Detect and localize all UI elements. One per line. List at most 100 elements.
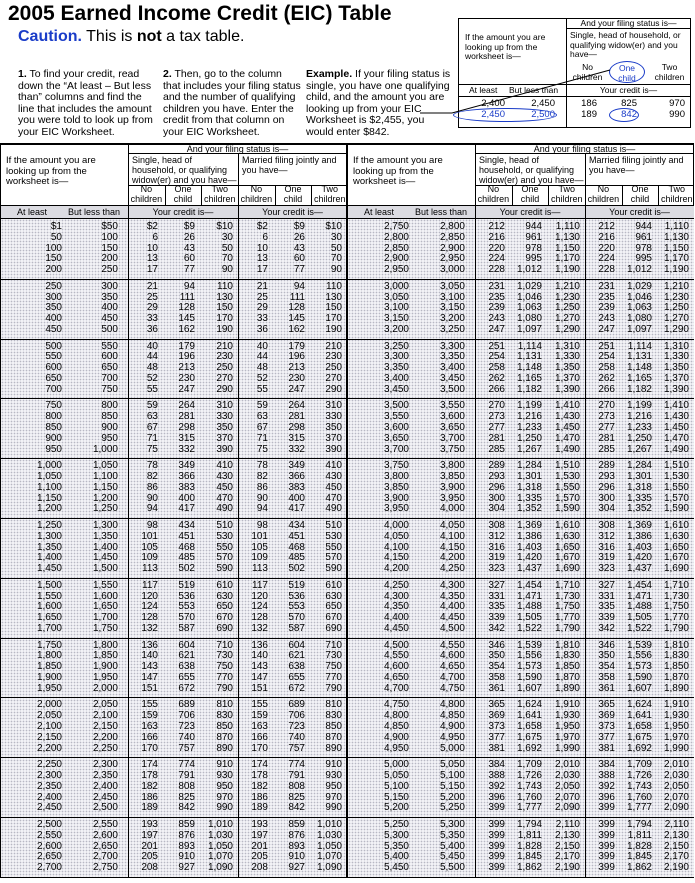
- cell: 1,777: [516, 802, 542, 814]
- cell: 610: [216, 579, 233, 591]
- cell: 247: [178, 383, 195, 395]
- cell: 3,900: [439, 481, 465, 493]
- cell: 2,150: [663, 840, 689, 852]
- cell: 163: [251, 721, 268, 732]
- cell: 1,950: [92, 672, 118, 683]
- cell: 399: [598, 862, 615, 874]
- cell: 1,950: [554, 721, 580, 732]
- cell: 970: [669, 98, 685, 109]
- cell: 1,530: [554, 471, 580, 482]
- column-heading: At least: [16, 207, 47, 217]
- cell: 770: [325, 672, 342, 683]
- cell: 2,000: [36, 699, 62, 711]
- cell: 77: [293, 264, 305, 276]
- cell: 740: [288, 731, 305, 743]
- cell: 300: [45, 291, 62, 303]
- title: 2005 Earned Income Credit (EIC) Table: [8, 2, 392, 25]
- cell: 961: [525, 231, 542, 243]
- cell: 101: [141, 530, 158, 542]
- divider: [347, 757, 694, 759]
- cell: 151: [251, 682, 268, 694]
- cell: 2,950: [383, 264, 409, 276]
- cell: 1,522: [626, 623, 652, 634]
- column-heading: Your credit is—: [609, 207, 670, 217]
- cell: 2,110: [664, 819, 689, 830]
- cell: 342: [488, 623, 505, 634]
- cell: 1,658: [626, 721, 652, 732]
- cell: 17: [256, 264, 268, 276]
- cell: 4,400: [439, 601, 465, 613]
- cell: 2,200: [92, 731, 118, 743]
- cell: 128: [141, 612, 158, 624]
- cell: 1,828: [516, 840, 542, 852]
- cell: 1,190: [663, 264, 689, 276]
- divider: [475, 185, 694, 186]
- cell: 2,350: [92, 770, 118, 781]
- cell: 825: [288, 791, 305, 803]
- cell: 1,658: [516, 721, 542, 732]
- cell: 124: [141, 601, 158, 613]
- cell: 1,670: [663, 552, 689, 564]
- cell: 71: [256, 432, 268, 444]
- cell: 5,350: [383, 840, 409, 852]
- cell: 1,862: [626, 862, 652, 874]
- cell: 369: [598, 710, 615, 722]
- divider: [238, 153, 239, 877]
- cell: 332: [178, 443, 195, 455]
- cell: 470: [216, 492, 233, 504]
- cell: 70: [330, 253, 342, 265]
- cell: 1,000: [92, 443, 118, 455]
- cell: 350: [488, 650, 505, 662]
- cell: 1,505: [626, 612, 652, 624]
- cell: 1,610: [554, 520, 580, 531]
- cell: 450: [101, 313, 118, 325]
- cell: 400: [45, 313, 62, 325]
- cell: 1,810: [663, 639, 689, 651]
- column-heading: One child: [283, 184, 303, 204]
- cell: 825: [621, 98, 637, 109]
- cell: 10: [146, 242, 158, 254]
- cell: 1,550: [92, 579, 118, 591]
- cell: 4,500: [439, 623, 465, 634]
- cell: 550: [45, 351, 62, 363]
- cell: 1,870: [663, 672, 689, 683]
- cell: 1,760: [626, 791, 652, 803]
- cell: 1,630: [554, 530, 580, 542]
- column-heading: No children: [130, 184, 163, 204]
- cell: 285: [488, 443, 505, 455]
- cell: 1,250: [36, 520, 62, 531]
- cell: 950: [101, 432, 118, 444]
- cell: 485: [178, 552, 195, 564]
- cell: 293: [488, 471, 505, 482]
- cell: 1,050: [207, 840, 233, 852]
- cell: 774: [178, 759, 195, 771]
- cell: 1,539: [516, 639, 542, 651]
- cell: 430: [216, 471, 233, 482]
- cell: 1,850: [36, 661, 62, 673]
- cell: 170: [216, 313, 233, 325]
- cell: 927: [288, 862, 305, 874]
- cell: 1,080: [516, 313, 542, 325]
- cell: 1,233: [626, 422, 652, 433]
- cell: 300: [488, 492, 505, 504]
- cell: 740: [178, 731, 195, 743]
- cell: 1,550: [554, 481, 580, 493]
- cell: 369: [488, 710, 505, 722]
- cell: 4,150: [383, 552, 409, 564]
- cell: 1,750: [92, 623, 118, 634]
- cell: 128: [251, 612, 268, 624]
- cell: 4,100: [439, 530, 465, 542]
- cell: 247: [598, 324, 615, 335]
- cell: 94: [183, 280, 195, 292]
- cell: 810: [216, 699, 233, 711]
- cell: 346: [598, 639, 615, 651]
- cell: 3,700: [383, 443, 409, 455]
- cell: 1,350: [92, 530, 118, 542]
- cell: $50: [101, 221, 118, 232]
- cell: 810: [325, 699, 342, 711]
- cell: 1,097: [516, 324, 542, 335]
- cell: 670: [216, 612, 233, 624]
- cell: 250: [101, 264, 118, 276]
- cell: 930: [325, 770, 342, 781]
